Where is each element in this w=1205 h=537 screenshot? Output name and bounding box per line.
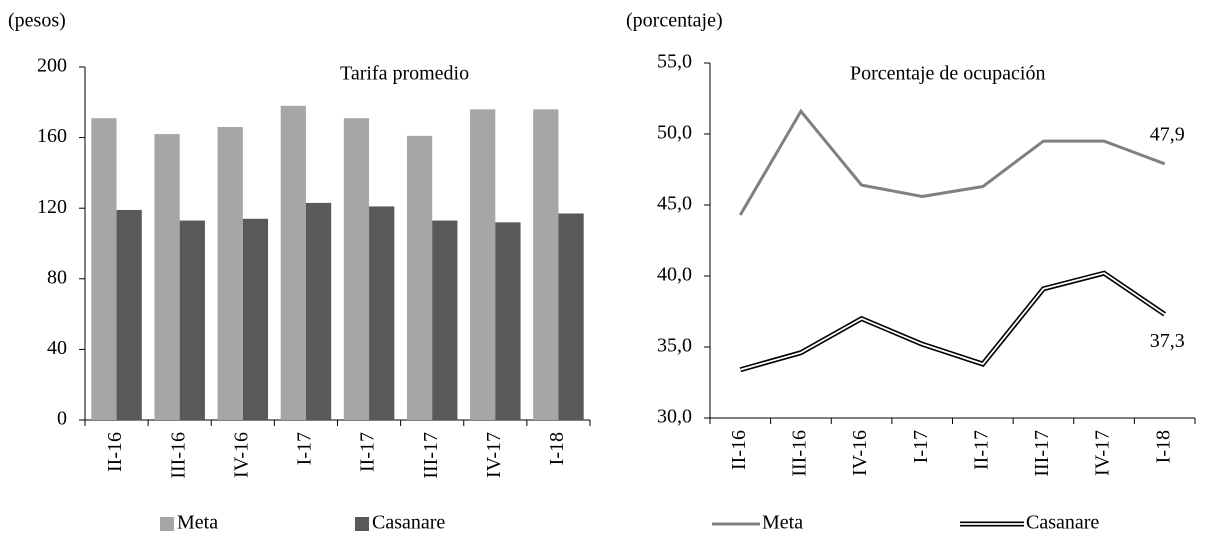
x-tick-label: IV-16 bbox=[849, 430, 871, 476]
line bbox=[739, 108, 1166, 216]
bar bbox=[343, 118, 370, 420]
bar bbox=[533, 109, 559, 421]
legend-label: Casanare bbox=[372, 512, 445, 534]
bar bbox=[154, 134, 180, 420]
x-tick-label: I-17 bbox=[910, 430, 932, 463]
x-tick-label: II-16 bbox=[728, 430, 750, 470]
line bbox=[739, 270, 1167, 373]
bar bbox=[369, 206, 395, 420]
legend-swatch bbox=[160, 517, 174, 531]
x-tick-label: I-17 bbox=[294, 432, 316, 465]
x-tick-label: I-18 bbox=[546, 432, 568, 465]
bar bbox=[470, 109, 496, 421]
x-tick-label: IV-17 bbox=[483, 432, 505, 478]
bar bbox=[116, 209, 142, 420]
y-tick-label: 40 bbox=[47, 337, 67, 359]
x-tick-label: IV-16 bbox=[230, 432, 252, 478]
line-inner bbox=[740, 272, 1166, 371]
bar bbox=[558, 213, 584, 420]
y-tick-label: 55,0 bbox=[657, 51, 692, 73]
y-tick-label: 80 bbox=[47, 266, 67, 288]
x-tick-label: II-17 bbox=[970, 430, 992, 470]
bar bbox=[280, 105, 306, 420]
unit-label: (pesos) bbox=[8, 10, 66, 32]
y-tick-label: 30,0 bbox=[657, 406, 692, 428]
chart-title: Tarifa promedio bbox=[340, 63, 469, 85]
bar bbox=[495, 222, 521, 420]
value-label: 37,3 bbox=[1150, 330, 1185, 352]
y-tick-label: 40,0 bbox=[657, 264, 692, 286]
bar bbox=[217, 127, 243, 420]
x-tick-label: IV-17 bbox=[1092, 430, 1114, 476]
y-tick-label: 45,0 bbox=[657, 193, 692, 215]
bar bbox=[432, 220, 458, 420]
bar bbox=[305, 202, 332, 420]
bar bbox=[242, 218, 269, 420]
value-label: 47,9 bbox=[1150, 123, 1185, 145]
bar bbox=[406, 135, 433, 420]
x-tick-label: II-17 bbox=[357, 432, 379, 472]
x-tick-label: III-16 bbox=[789, 430, 811, 477]
x-tick-label: III-17 bbox=[1031, 430, 1053, 477]
unit-label: (porcentaje) bbox=[626, 10, 723, 32]
x-tick-label: III-17 bbox=[420, 432, 442, 479]
x-tick-label: I-18 bbox=[1152, 430, 1174, 463]
x-tick-label: II-16 bbox=[104, 432, 126, 472]
legend-label: Meta bbox=[762, 512, 803, 534]
y-tick-label: 200 bbox=[37, 55, 67, 77]
y-tick-label: 120 bbox=[37, 196, 67, 218]
y-tick-label: 0 bbox=[57, 408, 67, 430]
x-tick-label: III-16 bbox=[167, 432, 189, 479]
y-tick-label: 50,0 bbox=[657, 122, 692, 144]
y-tick-label: 35,0 bbox=[657, 335, 692, 357]
bar bbox=[179, 220, 205, 420]
legend-label: Meta bbox=[177, 512, 218, 534]
chart-title: Porcentaje de ocupación bbox=[850, 63, 1045, 85]
y-tick-label: 160 bbox=[37, 125, 67, 147]
legend-swatch bbox=[355, 517, 369, 531]
legend-label: Casanare bbox=[1026, 512, 1099, 534]
bar bbox=[91, 118, 117, 420]
